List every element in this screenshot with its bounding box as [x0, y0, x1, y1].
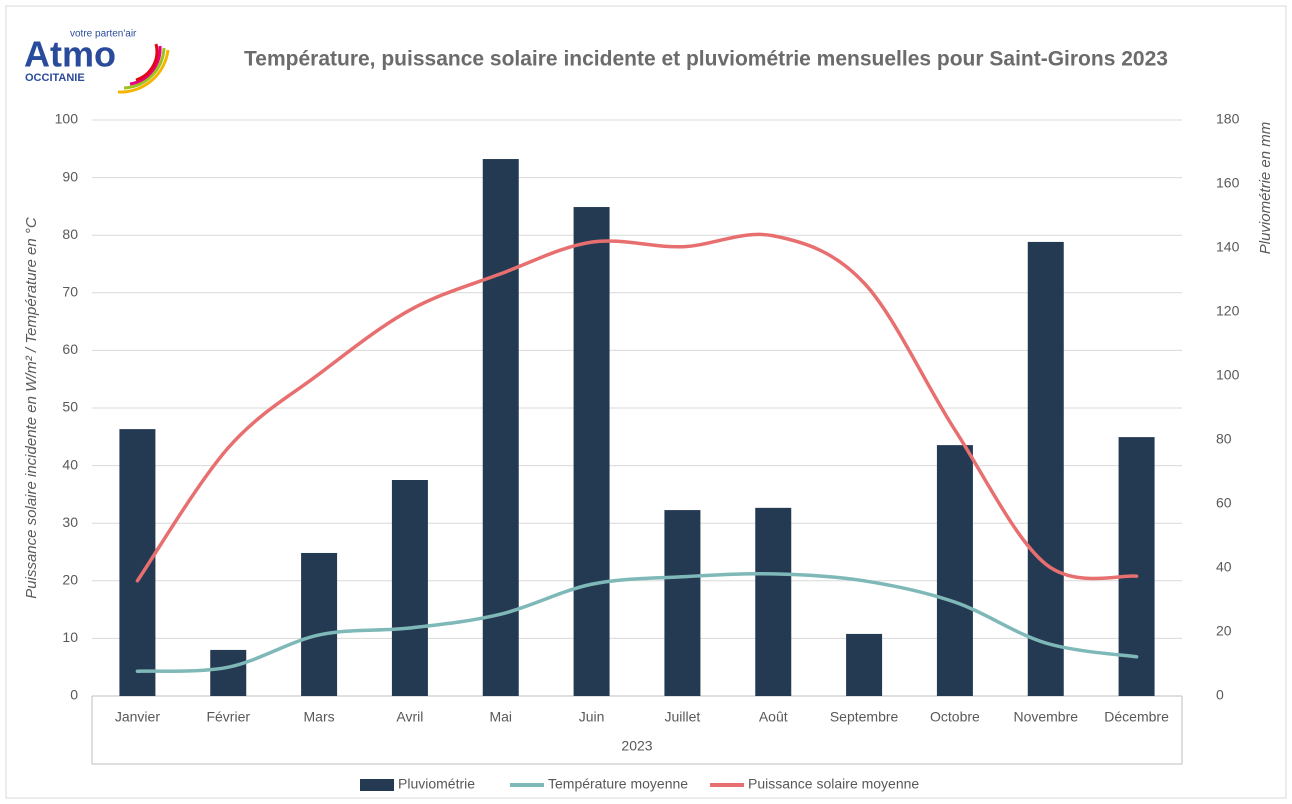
y-tick-label: 40: [62, 456, 78, 472]
x-tick-label: Octobre: [930, 709, 980, 725]
y2-tick-label: 40: [1216, 559, 1232, 575]
bar: [1027, 241, 1064, 697]
y2-tick-label: 60: [1216, 495, 1232, 511]
bar: [1118, 437, 1155, 696]
x-tick-label: Décembre: [1104, 709, 1169, 725]
y-tick-label: 50: [62, 399, 78, 415]
x-tick-label: Novembre: [1013, 709, 1078, 725]
bar: [573, 207, 610, 697]
legend-label: Température moyenne: [548, 776, 688, 792]
y2-axis-label: Pluviométrie en mm: [1257, 122, 1274, 255]
y-tick-label: 30: [62, 514, 78, 530]
bar: [936, 445, 973, 696]
y-tick-label: 100: [55, 111, 79, 127]
y-tick-label: 0: [70, 687, 78, 703]
x-tick-label: Août: [759, 709, 788, 725]
y2-tick-label: 0: [1216, 687, 1224, 703]
x-tick-label: Mars: [304, 709, 335, 725]
legend-label: Puissance solaire moyenne: [748, 776, 919, 792]
x-tick-label: Avril: [396, 709, 423, 725]
bar: [482, 159, 519, 697]
bar: [210, 649, 247, 696]
y-tick-label: 70: [62, 284, 78, 300]
y2-tick-label: 120: [1216, 303, 1240, 319]
logo-name: Atmo: [24, 34, 116, 75]
x-tick-label: Septembre: [830, 709, 899, 725]
y2-tick-label: 80: [1216, 431, 1232, 447]
y-tick-label: 20: [62, 572, 78, 588]
logo: votre parten'air Atmo OCCITANIE: [24, 29, 170, 94]
frame: [5, 5, 1287, 799]
bar: [846, 633, 883, 696]
legend-label: Pluviométrie: [398, 776, 475, 792]
logo-region: OCCITANIE: [25, 72, 85, 84]
bar: [664, 510, 701, 696]
bar: [391, 480, 428, 696]
chart-title: Température, puissance solaire incidente…: [244, 48, 1168, 71]
line: [135, 572, 1139, 674]
y-tick-label: 80: [62, 226, 78, 242]
x-tick-label: Juillet: [665, 709, 701, 725]
x-axis-label: 2023: [621, 738, 652, 754]
y-tick-label: 60: [62, 341, 78, 357]
legend-swatch: [360, 779, 394, 791]
bar: [755, 507, 792, 696]
x-tick-label: Février: [206, 709, 250, 725]
y2-tick-label: 160: [1216, 175, 1240, 191]
logo-tagline: votre parten'air: [70, 29, 137, 40]
y-tick-label: 10: [62, 629, 78, 645]
y-axis-label: Puissance solaire incidente en W/m² / Te…: [23, 217, 40, 599]
y2-tick-label: 140: [1216, 239, 1240, 255]
y2-tick-label: 20: [1216, 623, 1232, 639]
x-tick-label: Janvier: [115, 709, 160, 725]
line: [135, 232, 1139, 583]
y-tick-label: 90: [62, 168, 78, 184]
bar: [301, 552, 338, 696]
x-tick-label: Juin: [579, 709, 605, 725]
y2-tick-label: 180: [1216, 111, 1240, 127]
x-tick-label: Mai: [489, 709, 512, 725]
y2-tick-label: 100: [1216, 367, 1240, 383]
